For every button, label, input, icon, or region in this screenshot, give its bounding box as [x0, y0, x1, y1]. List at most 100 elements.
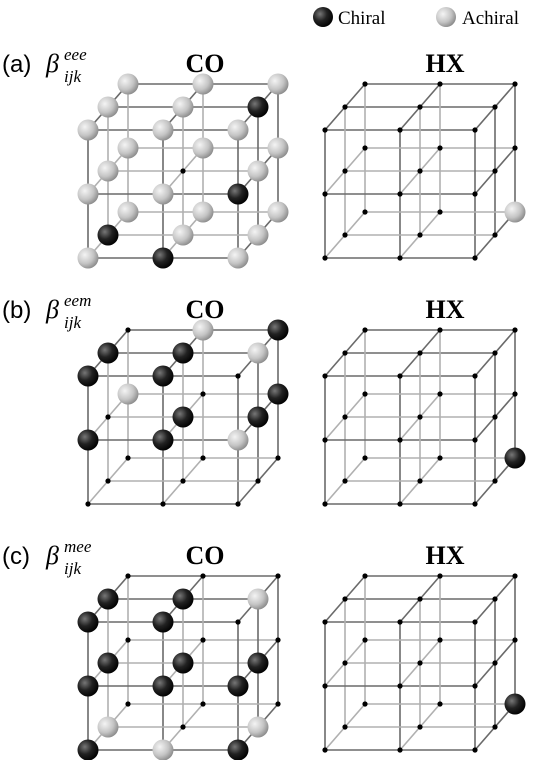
- achiral-sphere: [78, 248, 99, 269]
- symbol: β: [45, 49, 59, 78]
- lattice-node: [417, 168, 422, 173]
- lattice-node: [105, 478, 110, 483]
- lattice-node: [512, 391, 517, 396]
- lattice-node: [125, 573, 130, 578]
- lattice-node: [397, 191, 402, 196]
- chiral-sphere: [153, 430, 174, 451]
- lattice-node: [492, 414, 497, 419]
- subscript: ijk: [64, 559, 81, 578]
- lattice-node: [342, 478, 347, 483]
- figure: Chiral Achiral (a)βeeeijkCOHX(b)βeemijkC…: [0, 0, 543, 760]
- lattice-node: [492, 232, 497, 237]
- lattice-node: [322, 619, 327, 624]
- achiral-sphere: [268, 138, 289, 159]
- lattice-node: [492, 168, 497, 173]
- chiral-sphere: [248, 407, 269, 428]
- subscript: ijk: [64, 67, 81, 86]
- lattice-node: [492, 724, 497, 729]
- chiral-sphere: [228, 740, 249, 760]
- chiral-sphere: [173, 343, 194, 364]
- chiral-sphere: [505, 694, 526, 715]
- lattice-node: [397, 619, 402, 624]
- lattice-node: [362, 573, 367, 578]
- lattice-node: [472, 127, 477, 132]
- chiral-sphere: [78, 676, 99, 697]
- lattice-node: [417, 596, 422, 601]
- chiral-sphere: [228, 676, 249, 697]
- achiral-sphere: [193, 138, 214, 159]
- lattice-node: [512, 81, 517, 86]
- chiral-sphere: [173, 589, 194, 610]
- superscript: eem: [64, 291, 91, 310]
- lattice-node: [437, 209, 442, 214]
- lattice-node: [322, 501, 327, 506]
- achiral-sphere: [228, 120, 249, 141]
- lattice-node: [322, 437, 327, 442]
- lattice-node: [492, 350, 497, 355]
- lattice-node: [417, 724, 422, 729]
- chiral-sphere: [78, 430, 99, 451]
- lattice-node: [397, 373, 402, 378]
- achiral-sphere: [173, 97, 194, 118]
- achiral-sphere: [193, 202, 214, 223]
- lattice-node: [437, 327, 442, 332]
- lattice-node: [322, 255, 327, 260]
- lattice-node: [275, 701, 280, 706]
- lattice-node: [180, 478, 185, 483]
- lattice-node: [437, 391, 442, 396]
- lattice-node: [235, 619, 240, 624]
- lattice-node: [275, 455, 280, 460]
- lattice-node: [492, 104, 497, 109]
- achiral-sphere: [78, 184, 99, 205]
- chiral-sphere: [78, 612, 99, 633]
- cube: [322, 327, 525, 506]
- achiral-sphere: [78, 120, 99, 141]
- achiral-sphere: [248, 161, 269, 182]
- lattice-node: [472, 501, 477, 506]
- lattice-node: [397, 501, 402, 506]
- lattice-node: [472, 683, 477, 688]
- lattice-node: [397, 255, 402, 260]
- lattice-node: [472, 373, 477, 378]
- lattice-node: [437, 701, 442, 706]
- lattice-node: [200, 455, 205, 460]
- achiral-sphere: [118, 202, 139, 223]
- chiral-sphere: [98, 343, 119, 364]
- lattice-node: [397, 437, 402, 442]
- chiral-sphere: [153, 248, 174, 269]
- cube-title: CO: [186, 541, 225, 570]
- lattice-node: [397, 683, 402, 688]
- lattice-node: [362, 637, 367, 642]
- chiral-sphere: [153, 366, 174, 387]
- chiral-sphere: [268, 384, 289, 405]
- lattice-node: [362, 701, 367, 706]
- lattice-node: [342, 724, 347, 729]
- lattice-node: [417, 478, 422, 483]
- lattice-node: [437, 145, 442, 150]
- lattice-node: [322, 127, 327, 132]
- achiral-sphere: [268, 74, 289, 95]
- lattice-node: [362, 81, 367, 86]
- symbol: β: [45, 295, 59, 324]
- lattice-node: [492, 478, 497, 483]
- achiral-sphere: [248, 717, 269, 738]
- superscript: eee: [64, 45, 87, 64]
- lattice-node: [255, 478, 260, 483]
- lattice-node: [362, 209, 367, 214]
- lattice-node: [437, 81, 442, 86]
- lattice-node: [472, 255, 477, 260]
- panel-label: (b): [2, 297, 31, 324]
- symbol: β: [45, 541, 59, 570]
- lattice-node: [125, 455, 130, 460]
- cube: [322, 81, 525, 260]
- achiral-sphere: [268, 202, 289, 223]
- lattice-node: [417, 660, 422, 665]
- achiral-sphere: [173, 225, 194, 246]
- achiral-sphere: [248, 343, 269, 364]
- lattice-node: [322, 373, 327, 378]
- lattice-node: [322, 747, 327, 752]
- lattice-node: [105, 414, 110, 419]
- lattice-node: [362, 455, 367, 460]
- achiral-sphere: [248, 589, 269, 610]
- lattice-node: [160, 501, 165, 506]
